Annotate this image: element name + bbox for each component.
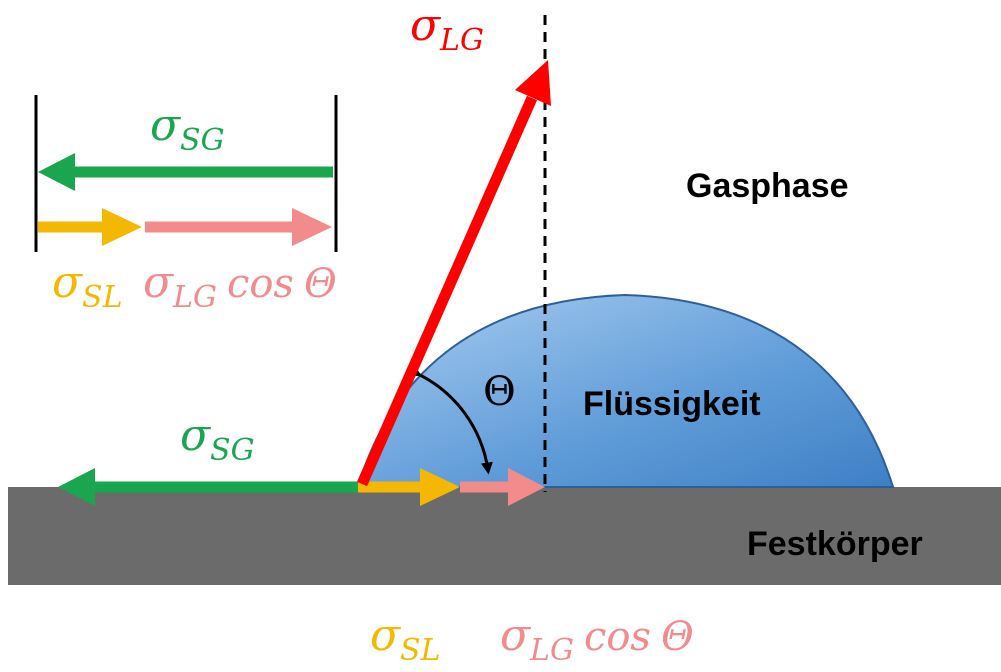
label-sg-bottom: σSG bbox=[180, 410, 255, 468]
subscript: LG bbox=[172, 280, 217, 315]
symbol: σ bbox=[150, 100, 182, 151]
symbol: σ bbox=[143, 257, 175, 308]
subscript: LG bbox=[529, 633, 574, 668]
label-lg: σLG bbox=[410, 0, 484, 58]
subscript: SL bbox=[400, 633, 440, 668]
subscript: SL bbox=[82, 280, 122, 315]
symbol: σ bbox=[410, 0, 442, 51]
solid-label: Festkörper bbox=[747, 525, 923, 563]
inset-arrow-lgcos-head bbox=[292, 208, 332, 246]
diagram: Gasphase Flüssigkeit Festkörper σLG σSG … bbox=[0, 0, 1001, 672]
cos: cos bbox=[584, 614, 651, 660]
subscript: SG bbox=[210, 433, 255, 468]
subscript: SG bbox=[180, 123, 225, 158]
liquid-label: Flüssigkeit bbox=[583, 385, 761, 423]
angle: Θ bbox=[304, 261, 337, 307]
symbol: σ bbox=[370, 610, 402, 661]
label-sl: σSL bbox=[52, 257, 123, 315]
angle: Θ bbox=[661, 614, 694, 660]
inset-arrow-sl-head bbox=[102, 208, 142, 246]
symbol: σ bbox=[180, 410, 212, 461]
cos: cos bbox=[227, 261, 294, 307]
symbol: σ bbox=[52, 257, 84, 308]
inset-arrow-sg-head bbox=[38, 153, 75, 191]
label-sl-bottom: σSL bbox=[370, 610, 441, 668]
label-sg: σSG bbox=[150, 100, 225, 158]
symbol: σ bbox=[500, 610, 532, 661]
subscript: LG bbox=[439, 23, 484, 58]
angle-label: Θ bbox=[483, 369, 516, 415]
gas-label: Gasphase bbox=[686, 167, 849, 205]
